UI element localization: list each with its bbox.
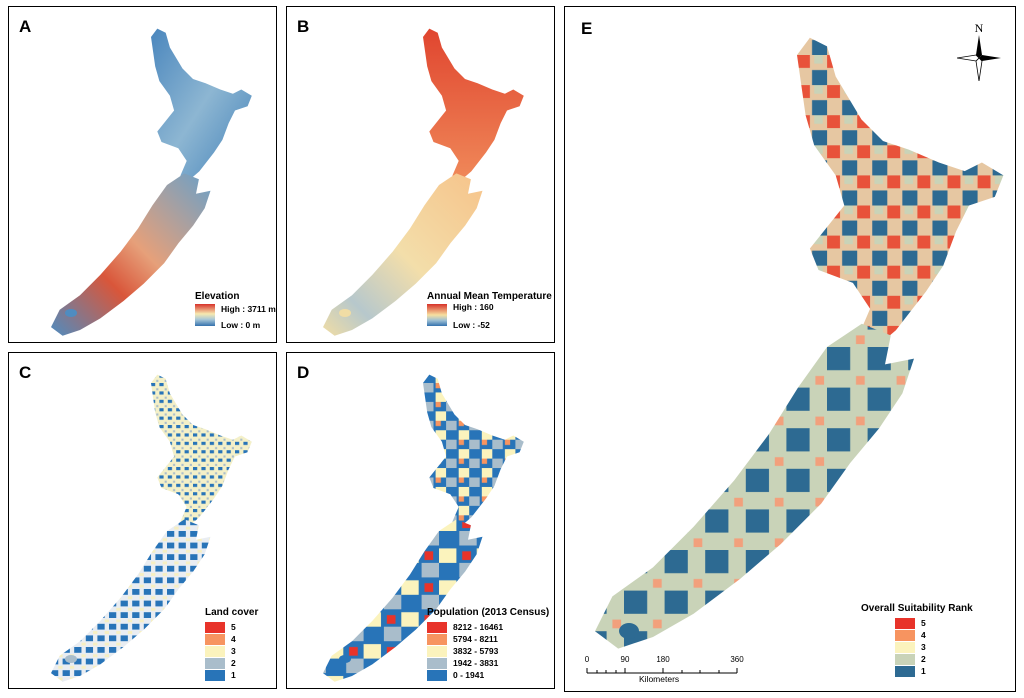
panel-a-label: A [19,17,32,36]
landcover-legend: Land cover 5 4 3 2 1 [205,607,258,681]
panel-b-label: B [297,17,310,36]
population-legend: Population (2013 Census) 8212 - 16461 57… [427,607,549,681]
population-class-3: 3832 - 5793 [427,645,549,657]
landcover-class-4: 4 [205,633,258,645]
temperature-legend: Annual Mean Temperature High : 160 Low :… [427,291,552,330]
swatch-cream [895,641,915,653]
suitability-map [595,37,1004,649]
landcover-class-3: 3 [205,645,258,657]
scale-tick-0: 0 [584,655,590,664]
panel-b-temperature: B Annual Mean Temperature High : 160 Low… [286,6,555,343]
temperature-low-label: Low : -52 [453,320,490,330]
population-map [323,374,524,682]
elevation-high-label: High : 3711 m [221,304,276,314]
elevation-low-label: Low : 0 m [221,320,261,330]
swatch-red [205,621,225,633]
north-arrow: N [957,21,1001,81]
scale-bar: 0 90 180 360 Kilometers [585,655,745,685]
population-class-4: 5794 - 8211 [427,633,549,645]
suitability-class-4: 4 [895,629,973,641]
panel-d-population: D Population (2013 Census) 8212 - 16461 … [286,352,555,689]
panel-c-label: C [19,363,32,382]
panel-e-label: E [581,19,593,38]
landcover-legend-title: Land cover [205,607,259,618]
swatch-orange [895,629,915,641]
suitability-class-3: 3 [895,641,973,653]
temperature-color-ramp [427,304,447,326]
panel-c-landcover: C Land cover 5 4 3 2 1 [8,352,277,689]
swatch-orange [205,633,225,645]
landcover-class-5: 5 [205,621,258,633]
north-label: N [974,21,984,35]
temperature-legend-title: Annual Mean Temperature [427,291,552,302]
swatch-darkteal [895,665,915,677]
swatch-sage [895,653,915,665]
swatch-cream [427,645,447,657]
panel-e-suitability: E N 0 90 [564,6,1016,692]
temperature-map [323,28,524,336]
suitability-class-5: 5 [895,617,973,629]
swatch-orange [427,633,447,645]
suitability-legend-title: Overall Suitability Rank [861,603,973,614]
elevation-map [50,28,252,336]
population-class-2: 1942 - 3831 [427,657,549,669]
suitability-legend: Overall Suitability Rank 5 4 3 2 1 [861,603,973,677]
panel-d-label: D [297,363,310,382]
population-legend-title: Population (2013 Census) [427,607,550,618]
scale-tick-90: 90 [620,655,630,664]
scale-unit-label: Kilometers [639,674,680,684]
swatch-blue [427,669,447,681]
scale-tick-180: 180 [656,655,670,664]
scale-bar-line [586,668,738,674]
elevation-legend: Elevation High : 3711 m Low : 0 m [195,291,276,330]
population-class-1: 0 - 1941 [427,669,549,681]
temperature-high-label: High : 160 [453,302,494,312]
swatch-lightblue [205,657,225,669]
elevation-legend-title: Elevation [195,291,240,302]
swatch-blue [205,669,225,681]
landcover-class-2: 2 [205,657,258,669]
suitability-class-2: 2 [895,653,973,665]
suitability-class-1: 1 [895,665,973,677]
landcover-map [50,374,252,682]
scale-tick-360: 360 [730,655,744,664]
panel-a-elevation: A Elevation High : 3711 m Low : 0 m [8,6,277,343]
population-class-5: 8212 - 16461 [427,621,549,633]
compass-rose-icon [957,35,1001,81]
swatch-red [895,617,915,629]
swatch-cream [205,645,225,657]
swatch-red [427,621,447,633]
elevation-color-ramp [195,304,215,326]
landcover-class-1: 1 [205,669,258,681]
swatch-lightblue [427,657,447,669]
